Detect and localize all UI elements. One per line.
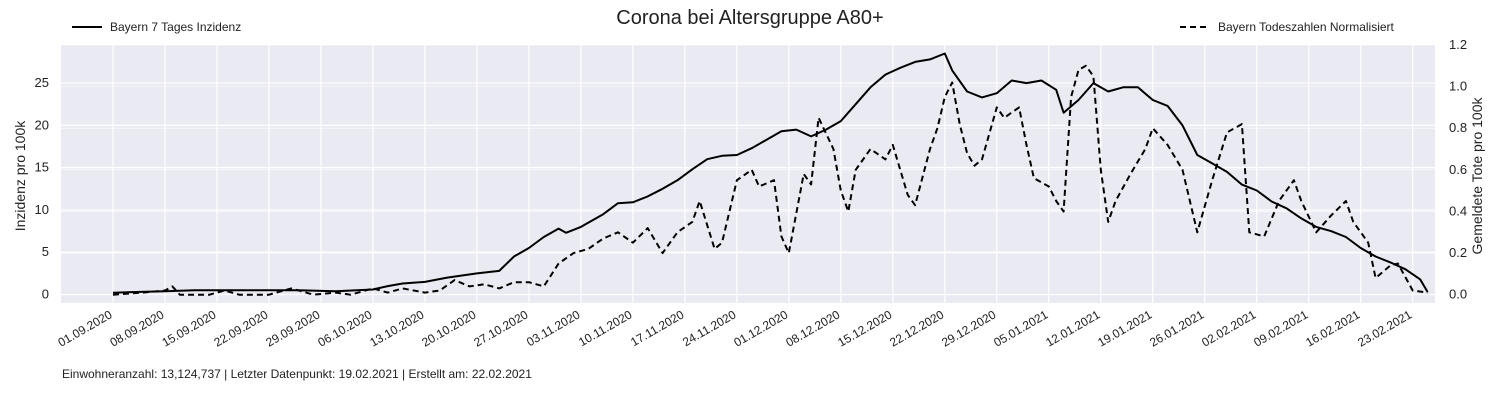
y-tick-label-right: 0.0 — [1449, 287, 1467, 302]
series-line-inzidenz — [112, 52, 1429, 294]
x-tick-label: 26.01.2021 — [1147, 307, 1206, 349]
x-tick-label: 29.12.2020 — [939, 307, 998, 349]
series-layer — [112, 52, 1429, 296]
x-tick-label: 17.11.2020 — [628, 307, 687, 349]
y-tick-label-right: 0.6 — [1449, 162, 1467, 177]
y-axis-label-right: Gemeldete Tote pro 100k — [1469, 97, 1485, 255]
y-tick-label-right: 0.4 — [1449, 203, 1467, 218]
chart-title: Corona bei Altersgruppe A80+ — [616, 7, 883, 29]
x-tick-label: 09.02.2021 — [1251, 307, 1310, 349]
y-axis-label-left: Inzidenz pro 100k — [12, 120, 28, 232]
y-tick-label-left: 0 — [42, 287, 49, 302]
x-tick-label: 24.11.2020 — [680, 307, 739, 349]
x-tick-label: 02.02.2021 — [1199, 307, 1258, 349]
x-tick-label: 10.11.2020 — [576, 307, 635, 349]
y-tick-label-left: 10 — [35, 202, 49, 217]
x-tick-label: 01.12.2020 — [731, 307, 790, 349]
x-tick-label: 19.01.2021 — [1095, 307, 1154, 349]
x-tick-label: 22.09.2020 — [211, 307, 270, 349]
y-tick-label-right: 1.2 — [1449, 37, 1467, 52]
y-tick-label-left: 20 — [35, 117, 49, 132]
x-tick-label: 15.09.2020 — [159, 307, 218, 349]
x-tick-label: 27.10.2020 — [471, 307, 530, 349]
y-tick-label-right: 0.2 — [1449, 245, 1467, 260]
y-tick-label-left: 15 — [35, 160, 49, 175]
x-tick-label: 20.10.2020 — [419, 307, 478, 349]
x-tick-label: 29.09.2020 — [263, 307, 322, 349]
y-tick-label-right: 1.0 — [1449, 79, 1467, 94]
x-tick-label: 13.10.2020 — [367, 307, 426, 349]
x-tick-label: 03.11.2020 — [524, 307, 583, 349]
x-tick-label: 23.02.2021 — [1355, 307, 1414, 349]
y-tick-label-left: 5 — [42, 244, 49, 259]
x-tick-label: 15.12.2020 — [835, 307, 894, 349]
x-tick-label: 22.12.2020 — [887, 307, 946, 349]
legend-left-label: Bayern 7 Tages Inzidenz — [110, 20, 241, 34]
legend-left: Bayern 7 Tages Inzidenz — [72, 20, 241, 34]
x-tick-label: 12.01.2021 — [1043, 307, 1102, 349]
x-tick-label: 05.01.2021 — [991, 307, 1050, 349]
x-tick-label: 06.10.2020 — [315, 307, 374, 349]
plot-background — [61, 45, 1435, 303]
footer-text: Einwohneranzahl: 13,124,737 | Letzter Da… — [62, 367, 532, 381]
legend-right: Bayern Todeszahlen Normalisiert — [1180, 20, 1395, 34]
x-tick-label: 01.09.2020 — [55, 307, 114, 349]
grid-layer — [61, 44, 1435, 303]
legend-right-label: Bayern Todeszahlen Normalisiert — [1218, 20, 1395, 34]
x-tick-label: 16.02.2021 — [1303, 307, 1362, 349]
x-tick-label: 08.09.2020 — [107, 307, 166, 349]
y-tick-label-right: 0.8 — [1449, 120, 1467, 135]
y-tick-label-left: 25 — [35, 75, 49, 90]
x-tick-label: 08.12.2020 — [783, 307, 842, 349]
